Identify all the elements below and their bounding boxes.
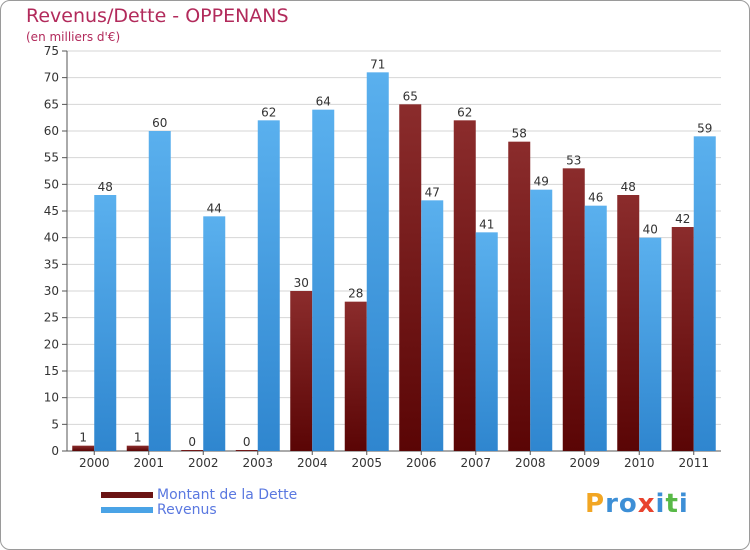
- data-label: 65: [403, 89, 418, 103]
- y-tick-label: 70: [44, 71, 59, 85]
- legend-swatch-revenus: [101, 506, 153, 513]
- bar-dette: [290, 291, 313, 451]
- y-tick-label: 5: [51, 417, 59, 431]
- bar-dette: [617, 195, 640, 451]
- data-label: 1: [134, 431, 142, 445]
- y-tick-label: 45: [44, 204, 59, 218]
- logo-letter: P: [585, 489, 606, 519]
- bar-dette: [126, 445, 149, 451]
- data-label: 71: [370, 57, 385, 71]
- x-tick-label: 2007: [460, 456, 491, 470]
- data-label: 41: [479, 217, 494, 231]
- chart-subtitle: (en milliers d'€): [26, 30, 121, 44]
- logo-letter: t: [665, 489, 679, 519]
- y-tick-label: 15: [44, 364, 59, 378]
- bar-revenus: [639, 237, 662, 451]
- legend-item-revenus: Revenus: [101, 501, 297, 518]
- logo-letter: o: [618, 489, 638, 519]
- bar-dette: [181, 450, 204, 451]
- y-tick-label: 20: [44, 337, 59, 351]
- x-tick-label: 2000: [79, 456, 110, 470]
- x-tick-label: 2010: [624, 456, 655, 470]
- bar-revenus: [366, 72, 389, 451]
- data-label: 60: [152, 116, 167, 130]
- y-tick-label: 10: [44, 391, 59, 405]
- data-label: 58: [512, 127, 527, 141]
- bar-revenus: [148, 131, 171, 451]
- legend-label-dette: Montant de la Dette: [157, 486, 298, 503]
- y-tick-label: 75: [44, 44, 59, 58]
- data-label: 28: [348, 287, 363, 301]
- x-tick-label: 2001: [133, 456, 164, 470]
- x-tick-label: 2008: [515, 456, 546, 470]
- logo-letter: i: [678, 489, 689, 519]
- data-label: 48: [621, 180, 636, 194]
- y-tick-label: 30: [44, 284, 59, 298]
- bar-revenus: [693, 136, 716, 452]
- x-tick-label: 2002: [188, 456, 219, 470]
- bar-dette: [508, 141, 531, 451]
- data-label: 49: [534, 175, 549, 189]
- y-tick-label: 50: [44, 177, 59, 191]
- y-tick-label: 60: [44, 124, 59, 138]
- x-tick-label: 2004: [297, 456, 328, 470]
- data-label: 46: [588, 191, 603, 205]
- data-label: 40: [643, 223, 658, 237]
- legend-item-dette: Montant de la Dette: [101, 486, 298, 503]
- logo-letter: x: [637, 489, 656, 519]
- bar-dette: [399, 104, 422, 451]
- data-label: 42: [675, 212, 690, 226]
- bar-revenus: [257, 120, 280, 451]
- bar-revenus: [421, 200, 444, 451]
- legend-label-revenus: Revenus: [157, 501, 217, 518]
- bar-revenus: [94, 195, 117, 451]
- bar-revenus: [584, 205, 607, 451]
- logo-letter: i: [655, 489, 666, 519]
- data-label: 44: [207, 201, 222, 215]
- data-label: 53: [566, 153, 581, 167]
- x-tick-label: 2005: [351, 456, 382, 470]
- x-tick-label: 2011: [678, 456, 709, 470]
- y-tick-label: 35: [44, 257, 59, 271]
- y-tick-label: 55: [44, 151, 59, 165]
- x-tick-label: 2009: [569, 456, 600, 470]
- data-label: 64: [316, 95, 331, 109]
- data-label: 0: [188, 435, 196, 449]
- y-tick-label: 25: [44, 311, 59, 325]
- bar-dette: [671, 227, 694, 451]
- y-tick-label: 65: [44, 97, 59, 111]
- data-label: 62: [261, 105, 276, 119]
- bar-dette: [453, 120, 476, 451]
- data-label: 47: [425, 185, 440, 199]
- bar-dette: [562, 168, 585, 452]
- bar-revenus: [203, 216, 226, 451]
- data-label: 0: [243, 435, 251, 449]
- data-label: 59: [697, 121, 712, 135]
- bar-dette: [235, 450, 258, 451]
- x-tick-label: 2006: [406, 456, 437, 470]
- bar-dette: [344, 301, 367, 451]
- legend: Montant de la Dette Revenus: [101, 486, 298, 518]
- x-tick-label: 2003: [242, 456, 273, 470]
- y-tick-label: 0: [51, 444, 59, 458]
- data-label: 62: [457, 105, 472, 119]
- legend-swatch-dette: [101, 491, 153, 498]
- bar-revenus: [530, 189, 553, 451]
- y-tick-label: 40: [44, 231, 59, 245]
- data-label: 48: [98, 180, 113, 194]
- bar-revenus: [312, 109, 335, 452]
- bar-revenus: [475, 232, 498, 451]
- bar-dette: [72, 445, 95, 451]
- proxiti-logo: Proxiti: [585, 489, 689, 519]
- data-label: 1: [79, 431, 87, 445]
- data-label: 30: [294, 276, 309, 290]
- logo-letter: r: [605, 489, 619, 519]
- chart-title: Revenus/Dette - OPPENANS: [26, 5, 289, 27]
